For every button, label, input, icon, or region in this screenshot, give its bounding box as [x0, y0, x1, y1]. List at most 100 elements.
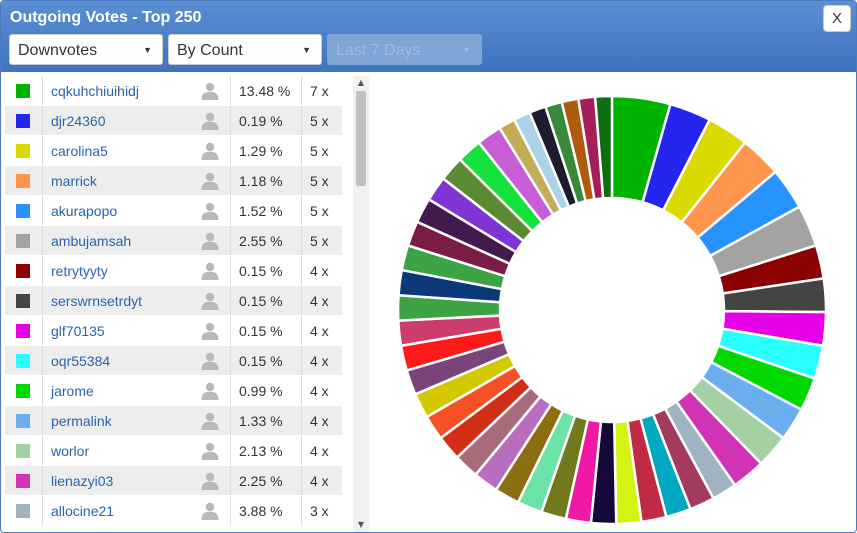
- period-value: Last 7 Days: [336, 42, 421, 59]
- donut-slice[interactable]: [593, 94, 614, 200]
- dialog-header: Outgoing Votes - Top 250 X Downvotes ▼ B…: [1, 1, 856, 72]
- column-divider: [230, 436, 231, 465]
- voter-name-link[interactable]: worlor: [51, 443, 90, 459]
- vote-percent: 0.19 %: [239, 113, 283, 129]
- color-swatch: [16, 444, 30, 458]
- column-divider: [301, 136, 302, 165]
- voter-name-link[interactable]: permalink: [51, 413, 112, 429]
- scroll-down-arrow-icon[interactable]: ▼: [357, 520, 365, 529]
- user-icon[interactable]: [200, 112, 220, 130]
- color-swatch: [16, 504, 30, 518]
- column-divider: [230, 76, 231, 105]
- user-icon[interactable]: [200, 262, 220, 280]
- voter-name-link[interactable]: retrytyyty: [51, 263, 108, 279]
- user-icon[interactable]: [200, 472, 220, 490]
- list-item[interactable]: serswrnsetrdyt 0.15 % 4 x: [5, 286, 342, 315]
- user-icon[interactable]: [200, 232, 220, 250]
- user-icon[interactable]: [200, 442, 220, 460]
- user-icon[interactable]: [200, 322, 220, 340]
- column-divider: [42, 406, 43, 435]
- vote-percent: 2.55 %: [239, 233, 283, 249]
- voter-name-link[interactable]: serswrnsetrdyt: [51, 293, 143, 309]
- scroll-thumb[interactable]: [356, 91, 366, 186]
- color-swatch: [16, 114, 30, 128]
- list-item[interactable]: retrytyyty 0.15 % 4 x: [5, 256, 342, 285]
- donut-chart-svg: [396, 94, 828, 526]
- vote-type-select[interactable]: Downvotes ▼: [9, 34, 163, 65]
- list-item[interactable]: glf70135 0.15 % 4 x: [5, 316, 342, 345]
- sort-value: By Count: [177, 42, 243, 59]
- user-icon[interactable]: [200, 142, 220, 160]
- list-item[interactable]: oqr55384 0.15 % 4 x: [5, 346, 342, 375]
- vote-percent: 2.13 %: [239, 443, 283, 459]
- vote-count: 4 x: [310, 353, 329, 369]
- vote-count: 4 x: [310, 413, 329, 429]
- user-icon[interactable]: [200, 502, 220, 520]
- vote-count: 4 x: [310, 443, 329, 459]
- vote-percent: 0.15 %: [239, 263, 283, 279]
- column-divider: [301, 376, 302, 405]
- list-item[interactable]: akurapopo 1.52 % 5 x: [5, 196, 342, 225]
- voter-name-link[interactable]: marrick: [51, 173, 97, 189]
- vote-count: 5 x: [310, 143, 329, 159]
- vote-percent: 13.48 %: [239, 83, 291, 99]
- list-item[interactable]: marrick 1.18 % 5 x: [5, 166, 342, 195]
- voter-name-link[interactable]: allocine21: [51, 503, 115, 519]
- vote-type-value: Downvotes: [18, 42, 98, 59]
- list-item[interactable]: jarome 0.99 % 4 x: [5, 376, 342, 405]
- column-divider: [42, 196, 43, 225]
- column-divider: [230, 196, 231, 225]
- list-item[interactable]: djr24360 0.19 % 5 x: [5, 106, 342, 135]
- column-divider: [230, 376, 231, 405]
- user-icon[interactable]: [200, 172, 220, 190]
- list-item[interactable]: lienazyi03 2.25 % 4 x: [5, 466, 342, 495]
- voter-name-link[interactable]: akurapopo: [51, 203, 118, 219]
- scroll-up-arrow-icon[interactable]: ▲: [357, 78, 365, 87]
- vote-count: 5 x: [310, 203, 329, 219]
- list-item[interactable]: cqkuhchiuihidj 13.48 % 7 x: [5, 76, 342, 105]
- close-button[interactable]: X: [823, 5, 851, 32]
- column-divider: [301, 106, 302, 135]
- vote-count: 3 x: [310, 503, 329, 519]
- column-divider: [301, 466, 302, 495]
- chevron-down-icon: ▼: [462, 45, 471, 55]
- list-scrollbar[interactable]: ▲ ▼: [353, 76, 369, 532]
- color-swatch: [16, 84, 30, 98]
- voter-name-link[interactable]: glf70135: [51, 323, 105, 339]
- period-select[interactable]: Last 7 Days ▼: [327, 34, 482, 65]
- vote-percent: 2.25 %: [239, 473, 283, 489]
- voter-name-link[interactable]: carolina5: [51, 143, 108, 159]
- column-divider: [301, 316, 302, 345]
- user-icon[interactable]: [200, 352, 220, 370]
- user-icon[interactable]: [200, 292, 220, 310]
- user-icon[interactable]: [200, 382, 220, 400]
- vote-count: 4 x: [310, 263, 329, 279]
- sort-select[interactable]: By Count ▼: [168, 34, 322, 65]
- list-item[interactable]: worlor 2.13 % 4 x: [5, 436, 342, 465]
- list-item[interactable]: carolina5 1.29 % 5 x: [5, 136, 342, 165]
- vote-count: 4 x: [310, 323, 329, 339]
- voter-name-link[interactable]: ambujamsah: [51, 233, 132, 249]
- column-divider: [42, 436, 43, 465]
- user-icon[interactable]: [200, 82, 220, 100]
- column-divider: [301, 256, 302, 285]
- column-divider: [301, 226, 302, 255]
- voter-name-link[interactable]: oqr55384: [51, 353, 111, 369]
- voter-name-link[interactable]: cqkuhchiuihidj: [51, 83, 139, 99]
- column-divider: [301, 406, 302, 435]
- column-divider: [230, 496, 231, 525]
- column-divider: [230, 226, 231, 255]
- list-item[interactable]: ambujamsah 2.55 % 5 x: [5, 226, 342, 255]
- dialog-title: Outgoing Votes - Top 250: [10, 9, 202, 26]
- column-divider: [301, 286, 302, 315]
- list-item[interactable]: permalink 1.33 % 4 x: [5, 406, 342, 435]
- voter-name-link[interactable]: djr24360: [51, 113, 106, 129]
- voter-name-link[interactable]: lienazyi03: [51, 473, 114, 489]
- column-divider: [42, 136, 43, 165]
- user-icon[interactable]: [200, 202, 220, 220]
- list-item[interactable]: allocine21 3.88 % 3 x: [5, 496, 342, 525]
- color-swatch: [16, 144, 30, 158]
- user-icon[interactable]: [200, 412, 220, 430]
- voter-name-link[interactable]: jarome: [51, 383, 94, 399]
